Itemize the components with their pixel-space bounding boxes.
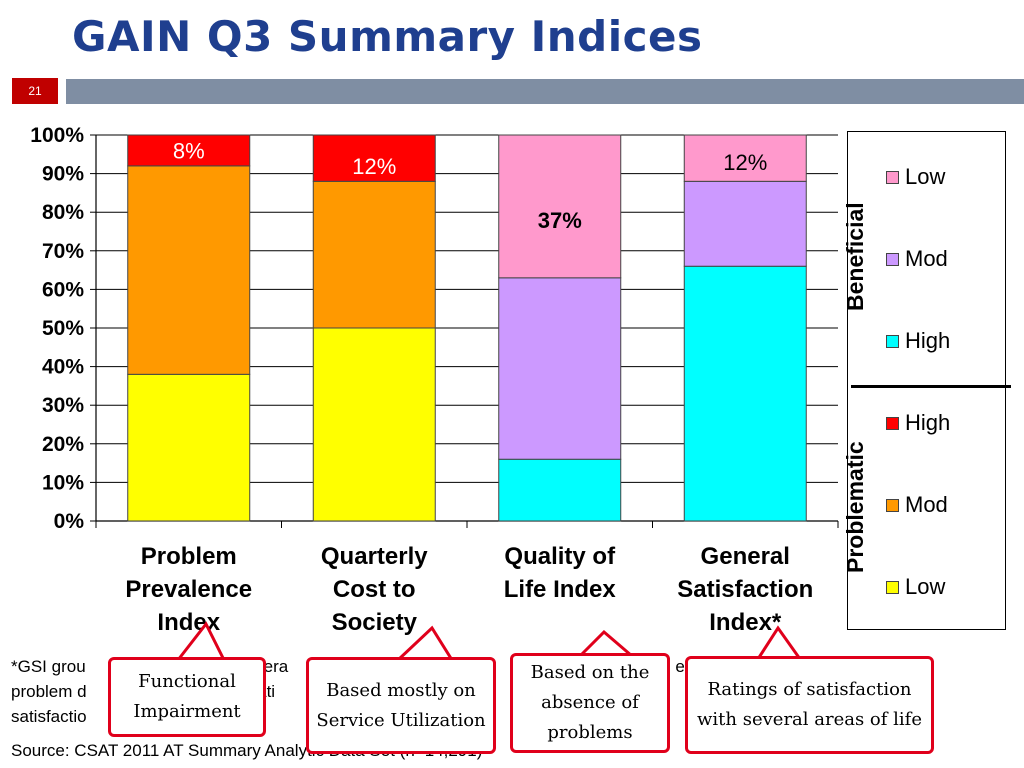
legend-swatch — [886, 334, 899, 348]
callout-service-utilization: Based mostly on Service Utilization — [306, 657, 496, 754]
legend-item-beneficial-low: Low — [886, 164, 945, 190]
bar-segment — [498, 277, 622, 460]
legend-label: Low — [905, 164, 946, 189]
legend-label: High — [905, 328, 951, 353]
bar-segment — [498, 458, 622, 522]
header-bar — [66, 79, 1024, 104]
y-tick-label: 20% — [42, 433, 84, 456]
legend: Beneficial Problematic Low Mod High High… — [842, 131, 1006, 630]
legend-item-beneficial-mod: Mod — [886, 246, 948, 272]
y-tick-label: 80% — [42, 201, 84, 224]
data-label: 12% — [723, 150, 767, 175]
legend-swatch — [886, 580, 899, 594]
legend-swatch — [886, 170, 899, 184]
y-tick-label: 30% — [42, 394, 84, 417]
data-label: 37% — [538, 208, 582, 233]
x-category-label: Cost to — [333, 576, 416, 603]
legend-label: Mod — [905, 492, 948, 517]
legend-label: Low — [905, 574, 946, 599]
legend-item-problematic-low: Low — [886, 574, 945, 600]
y-tick-label: 10% — [42, 471, 84, 494]
legend-swatch — [886, 416, 899, 430]
bar-segment — [683, 265, 807, 522]
slide-number: 21 — [12, 78, 58, 104]
x-category-label: Problem — [141, 543, 237, 570]
legend-swatch — [886, 498, 899, 512]
data-label: 8% — [173, 138, 205, 163]
legend-item-problematic-high: High — [886, 410, 950, 436]
callout-tail-4 — [755, 625, 803, 661]
y-tick-label: 90% — [42, 163, 84, 186]
x-category-label: Life Index — [504, 576, 617, 603]
y-tick-label: 60% — [42, 278, 84, 301]
bar-segment — [127, 373, 251, 522]
bar-segment — [683, 134, 807, 182]
y-tick-label: 70% — [42, 240, 84, 263]
bar-segment — [312, 134, 436, 182]
y-tick-label: 50% — [42, 317, 84, 340]
page-title: GAIN Q3 Summary Indices — [72, 12, 703, 61]
legend-item-beneficial-high: High — [886, 328, 950, 354]
bar-segment — [498, 134, 622, 279]
y-tick-label: 40% — [42, 356, 84, 379]
x-category-label: Satisfaction — [677, 576, 813, 603]
stacked-bar-chart: 0% 10% 20% 30% 40% 50% 60% 70% 80% 90% 100% Problem… — [30, 124, 839, 636]
x-category-label: Quarterly — [321, 543, 428, 570]
callout-absence-of-problems: Based on the absence of problems — [510, 653, 670, 753]
bar-segment — [312, 180, 436, 329]
y-tick-label: 0% — [54, 510, 85, 533]
x-category-label: General — [701, 543, 790, 570]
bar-segment — [127, 134, 251, 167]
legend-swatch — [886, 252, 899, 266]
bar-segment — [127, 165, 251, 375]
y-tick-label: 100% — [30, 124, 84, 147]
legend-label: Mod — [905, 246, 948, 271]
legend-divider — [851, 385, 1011, 388]
callout-satisfaction-ratings: Ratings of satisfaction with several are… — [685, 656, 934, 754]
legend-label: High — [905, 410, 951, 435]
x-category-label: Society — [332, 609, 418, 636]
data-label: 12% — [352, 154, 396, 179]
x-category-label: Quality of — [504, 543, 616, 570]
callout-tail-1 — [174, 621, 227, 662]
bar-segment — [312, 327, 436, 522]
x-category-label: Prevalence — [125, 576, 252, 603]
x-category-label: Index* — [709, 609, 782, 636]
callout-functional-impairment: Functional Impairment — [108, 657, 266, 737]
legend-item-problematic-mod: Mod — [886, 492, 948, 518]
callout-tail-2 — [394, 625, 455, 662]
